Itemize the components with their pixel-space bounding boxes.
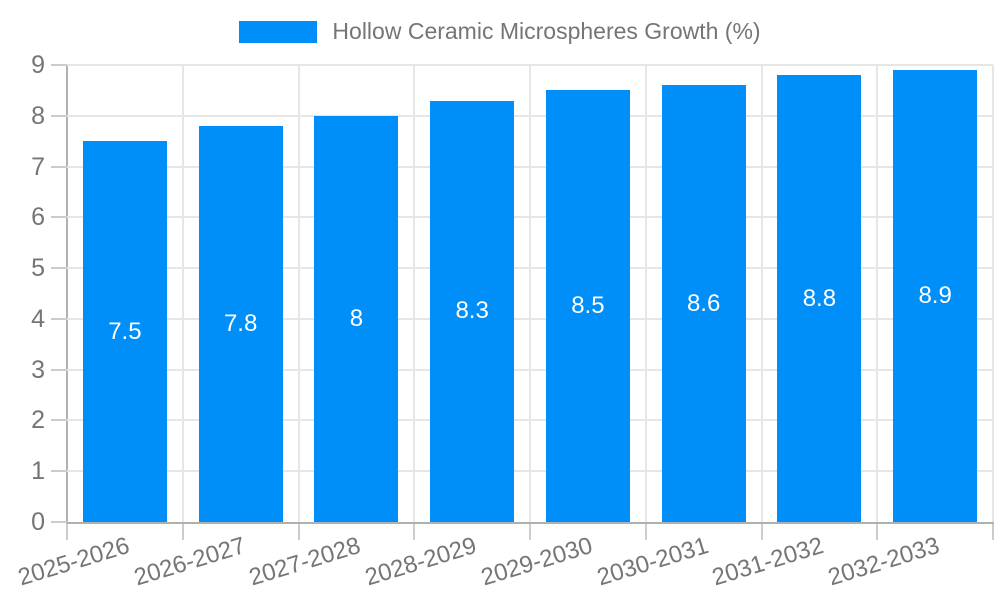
y-axis-label: 9	[31, 51, 45, 79]
bar[interactable]: 8.8	[777, 75, 862, 522]
legend-series-label: Hollow Ceramic Microspheres Growth (%)	[332, 18, 761, 44]
x-axis-tick	[66, 524, 68, 540]
legend-swatch	[239, 20, 318, 43]
y-axis-tick	[51, 165, 67, 168]
x-axis-line	[66, 522, 994, 524]
plot-area: 7.5 7.8 8 8.3 8.5 8.6 8.8 8.9	[67, 64, 994, 522]
bar[interactable]: 8.3	[430, 100, 515, 522]
bar[interactable]: 8.6	[661, 85, 746, 522]
x-gridline	[760, 65, 763, 522]
y-axis-tick	[51, 114, 67, 117]
bar-value-label: 8.9	[918, 282, 952, 310]
bar-value-label: 8.6	[686, 289, 721, 317]
x-axis-tick	[760, 524, 763, 540]
bar[interactable]: 7.5	[82, 141, 167, 522]
y-axis-tick	[51, 317, 67, 320]
y-axis-tick	[51, 216, 67, 219]
x-gridline	[529, 65, 531, 522]
x-axis-tick	[181, 524, 184, 540]
x-gridline	[181, 65, 184, 522]
x-gridline	[644, 65, 647, 522]
bar-value-label: 8.8	[802, 284, 837, 312]
y-axis-label: 6	[31, 203, 45, 232]
bar[interactable]: 7.8	[198, 125, 283, 522]
bar-value-label: 8.5	[571, 292, 605, 320]
x-gridline	[297, 65, 300, 522]
x-gridline	[992, 65, 994, 522]
bar[interactable]: 8.9	[893, 70, 978, 522]
y-axis-label: 1	[31, 457, 45, 486]
y-axis-tick	[51, 521, 67, 523]
x-gridline	[876, 65, 879, 522]
y-axis-tick	[51, 419, 67, 422]
x-axis-tick	[297, 524, 300, 540]
y-axis-label: 3	[31, 355, 45, 384]
y-axis-label: 5	[31, 254, 45, 283]
bar-value-label: 8.3	[455, 297, 489, 325]
bar-value-label: 8	[349, 304, 364, 332]
y-axis-label: 2	[31, 406, 45, 435]
y-axis-label: 8	[31, 101, 45, 130]
x-gridline	[413, 65, 416, 522]
bar-value-label: 7.8	[223, 309, 258, 337]
x-axis-tick	[876, 524, 879, 540]
y-axis-tick	[51, 368, 67, 371]
y-axis-label: 7	[31, 152, 45, 181]
y-axis-tick	[51, 470, 67, 473]
x-axis-tick	[644, 524, 647, 540]
y-axis-label: 4	[31, 304, 45, 333]
x-axis-tick	[529, 524, 531, 540]
y-axis-line	[66, 65, 68, 524]
x-axis-tick	[992, 524, 994, 540]
bar[interactable]: 8	[314, 115, 399, 522]
y-axis-label: 0	[31, 508, 45, 536]
bar-value-label: 7.5	[108, 317, 142, 345]
y-axis-tick	[51, 64, 67, 66]
x-axis-tick	[413, 524, 416, 540]
y-axis-tick	[51, 267, 67, 270]
bar[interactable]: 8.5	[545, 90, 630, 522]
legend[interactable]: Hollow Ceramic Microspheres Growth (%)	[0, 18, 1000, 45]
